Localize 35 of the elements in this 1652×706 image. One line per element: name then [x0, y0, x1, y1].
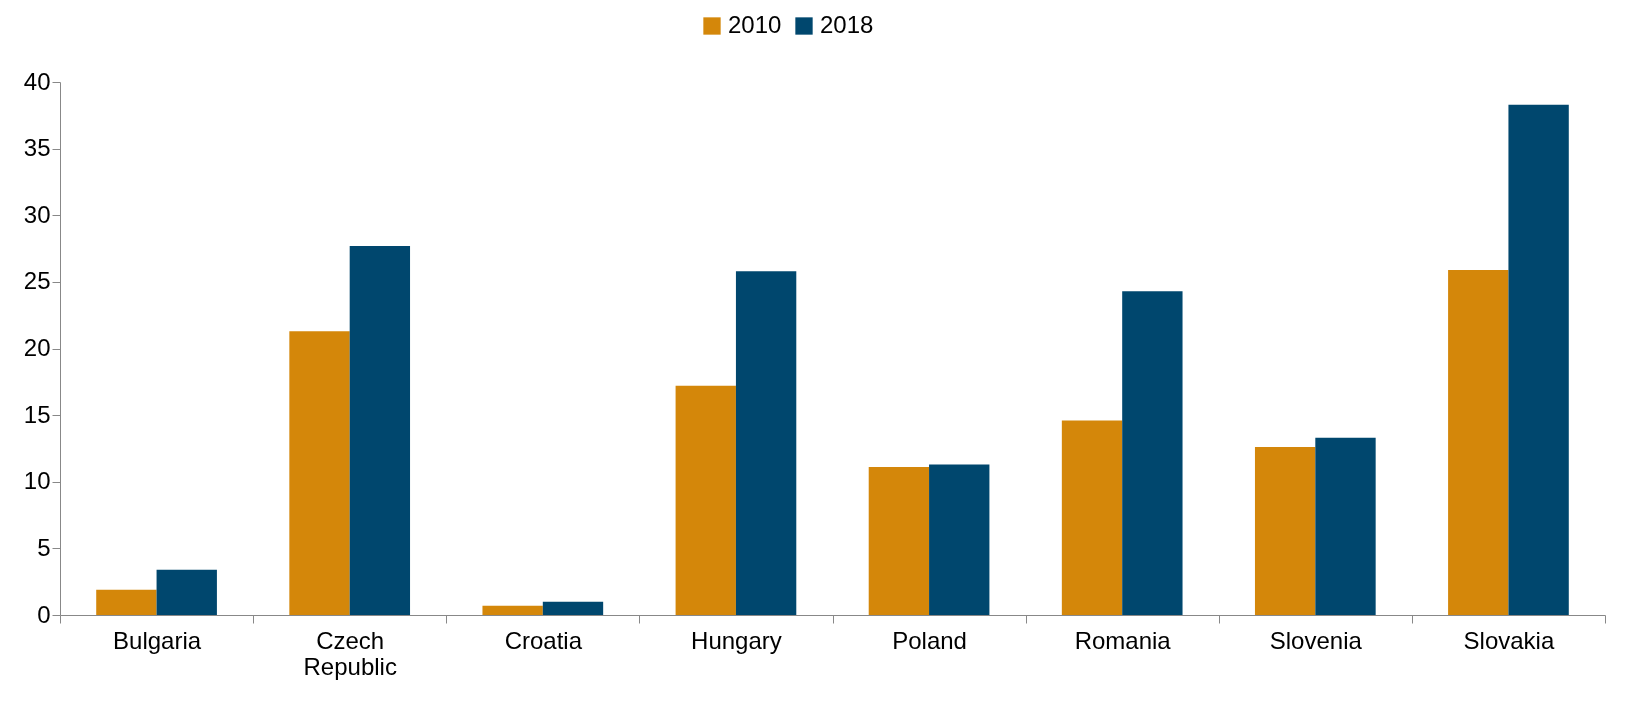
y-tick-label: 5: [37, 533, 51, 561]
x-tick-label: Czech Republic: [303, 626, 397, 680]
x-tick-label: Hungary: [691, 626, 782, 654]
bar: [1315, 437, 1376, 615]
bar: [1061, 420, 1123, 615]
bar: [96, 589, 157, 615]
legend-label: 2010: [728, 11, 782, 38]
bar: [349, 245, 411, 615]
bar: [675, 385, 736, 615]
bar: [929, 464, 990, 615]
x-tick-label: Bulgaria: [113, 626, 202, 654]
x-tick-label: Romania: [1074, 626, 1172, 654]
bar: [1254, 447, 1316, 615]
x-tick-label: Slovakia: [1463, 626, 1555, 654]
bar: [156, 569, 217, 615]
bar: [542, 601, 604, 615]
bar: [482, 605, 543, 615]
y-tick-label: 0: [37, 600, 51, 628]
bar: [868, 467, 930, 615]
x-tick-label: Croatia: [504, 626, 583, 654]
y-tick-label: 30: [23, 200, 51, 228]
legend-label: 2018: [820, 11, 874, 38]
bar: [1122, 291, 1183, 615]
bar: [1508, 104, 1569, 615]
y-tick-label: 20: [23, 334, 51, 361]
y-tick-label: 25: [23, 267, 51, 295]
y-tick-label: 15: [23, 400, 51, 428]
y-tick-label: 10: [23, 467, 51, 495]
bar: [289, 331, 350, 615]
y-tick-label: 35: [23, 134, 51, 162]
bar: [1448, 269, 1509, 615]
bar: [735, 271, 797, 615]
y-tick-label: 40: [23, 67, 51, 95]
x-tick-label: Poland: [892, 626, 967, 654]
x-tick-label: Slovenia: [1269, 626, 1363, 654]
